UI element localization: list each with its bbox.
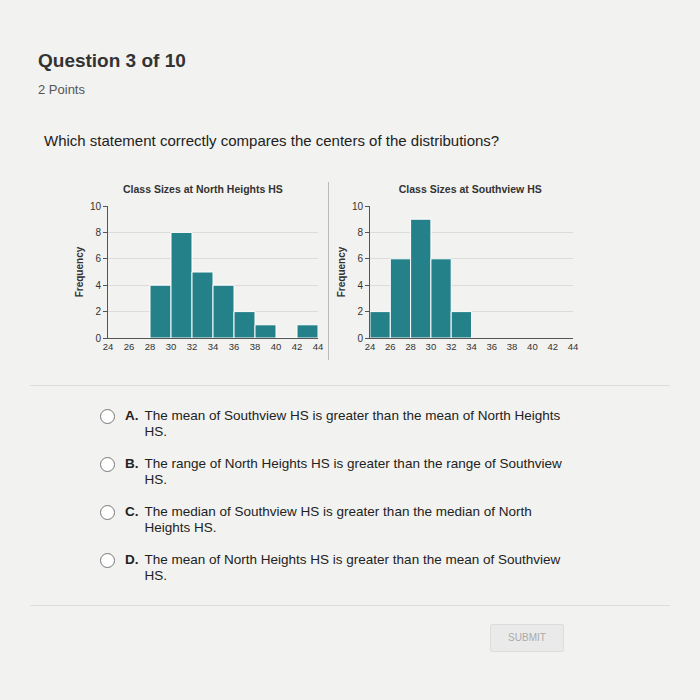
svg-text:28: 28 (145, 341, 156, 352)
svg-text:28: 28 (405, 341, 416, 352)
svg-text:38: 38 (507, 341, 518, 352)
svg-text:0: 0 (357, 333, 363, 344)
html-text:B. The range of North Heights: B. The range of North Heights HS is grea… (125, 456, 562, 487)
svg-text:42: 42 (547, 341, 558, 352)
svg-text:8: 8 (95, 227, 101, 238)
html-text:C. The median of Southview HS: C. The median of Southview HS is greater… (125, 504, 532, 535)
svg-text:44: 44 (313, 341, 324, 352)
svg-text:30: 30 (166, 341, 177, 352)
html-text:D. The mean of North Heights H: D. The mean of North Heights HS is great… (125, 552, 561, 583)
svg-text:36: 36 (487, 341, 498, 352)
svg-text:36: 36 (229, 341, 240, 352)
svg-text:32: 32 (187, 341, 198, 352)
svg-text:6: 6 (357, 253, 363, 264)
svg-text:4: 4 (357, 280, 363, 291)
svg-text:2: 2 (357, 306, 363, 317)
svg-text:40: 40 (527, 341, 538, 352)
svg-text:38: 38 (250, 341, 261, 352)
svg-text:2: 2 (95, 306, 101, 317)
html-text:SUBMIT: SUBMIT (508, 632, 546, 643)
svg-text:24: 24 (103, 341, 114, 352)
html-text:Question 3 of 10: Question 3 of 10 (38, 50, 186, 71)
svg-text:4: 4 (95, 280, 101, 291)
svg-text:Frequency: Frequency (74, 246, 85, 297)
svg-text:44: 44 (568, 341, 579, 352)
svg-text:6: 6 (95, 253, 101, 264)
html-text:A. The mean of Southview HS is: A. The mean of Southview HS is greater t… (125, 408, 561, 439)
svg-text:10: 10 (90, 201, 102, 212)
svg-text:10: 10 (352, 201, 364, 212)
svg-text:26: 26 (385, 341, 396, 352)
svg-text:42: 42 (292, 341, 303, 352)
svg-text:32: 32 (446, 341, 457, 352)
svg-text:40: 40 (271, 341, 282, 352)
svg-text:0: 0 (95, 333, 101, 344)
svg-text:8: 8 (357, 227, 363, 238)
svg-text:30: 30 (426, 341, 437, 352)
svg-text:34: 34 (208, 341, 219, 352)
svg-text:Frequency: Frequency (336, 246, 347, 297)
html-text:Which statement correctly comp: Which statement correctly compares the c… (44, 132, 500, 149)
svg-text:34: 34 (466, 341, 477, 352)
svg-text:26: 26 (124, 341, 135, 352)
html-text:2 Points: 2 Points (38, 82, 85, 97)
svg-text:Class Sizes at Southview HS: Class Sizes at Southview HS (399, 183, 542, 195)
svg-text:24: 24 (365, 341, 376, 352)
svg-text:Class Sizes at North Heights H: Class Sizes at North Heights HS (123, 183, 283, 195)
